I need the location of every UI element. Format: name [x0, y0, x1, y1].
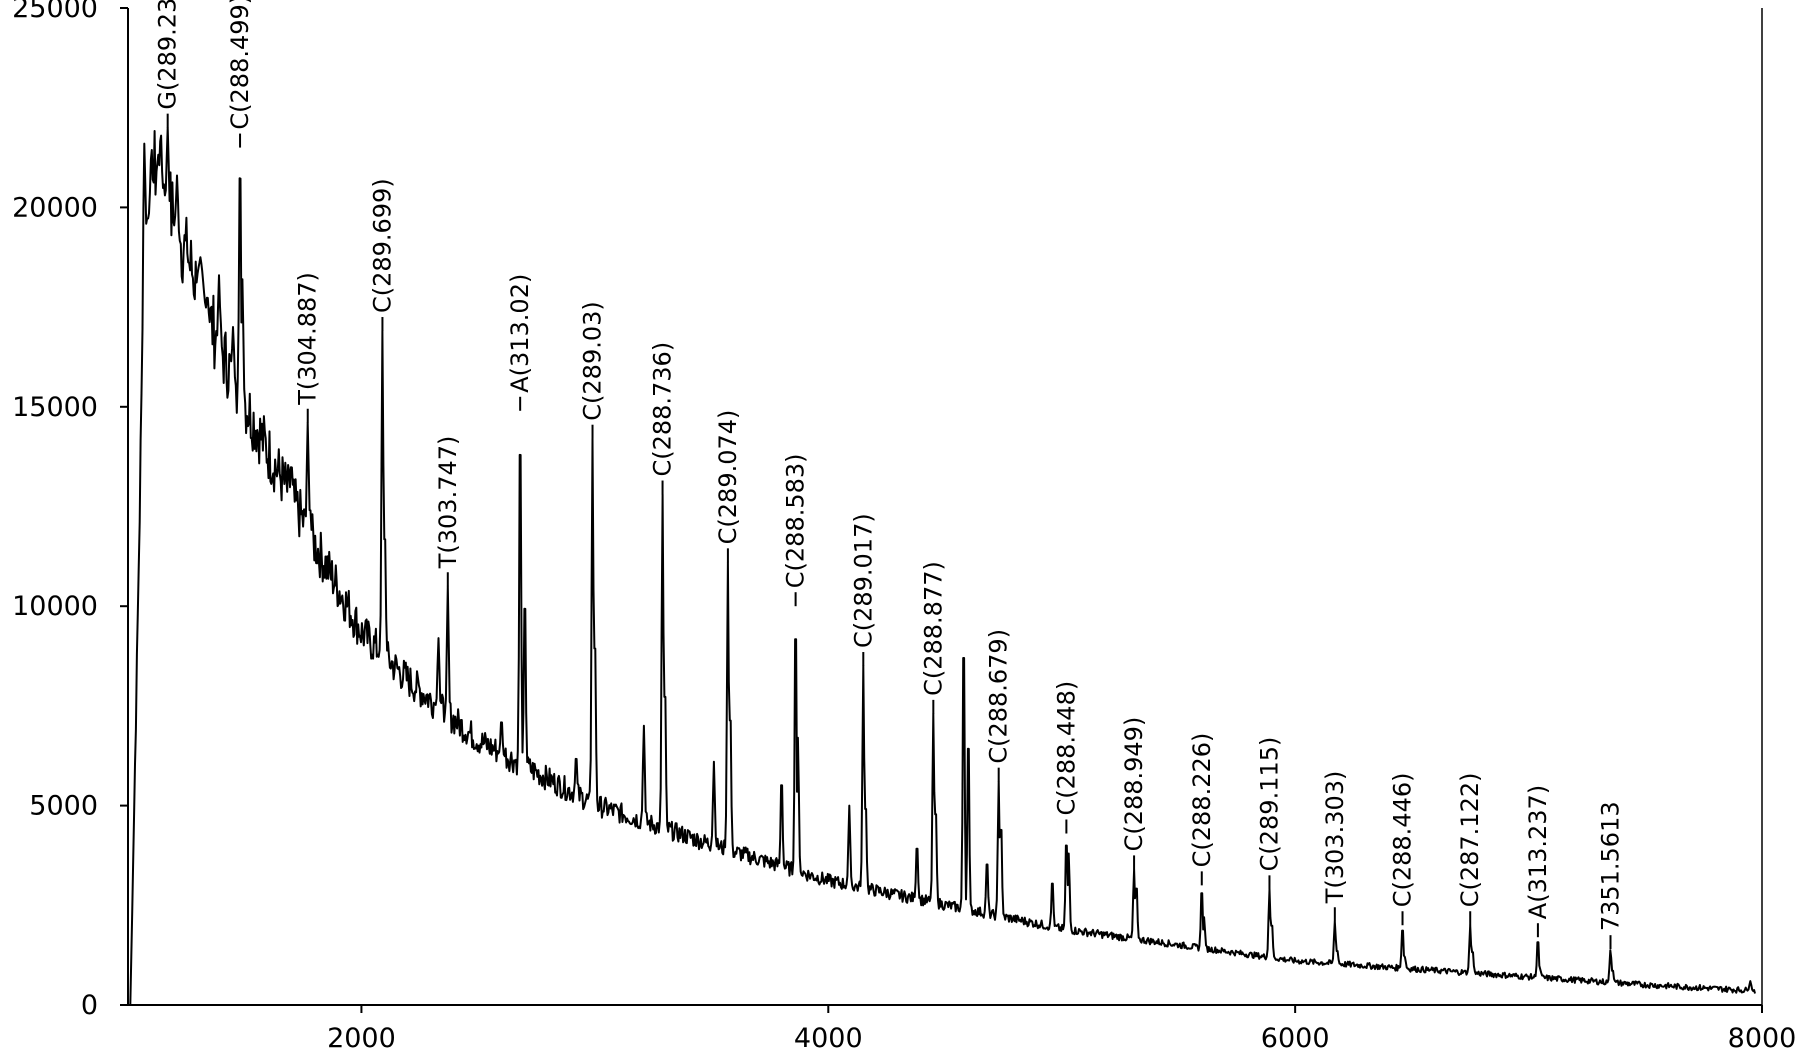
x-tick-label: 2000 — [327, 1023, 396, 1054]
peak-label: C(289.115) — [1255, 737, 1283, 872]
signal-line — [129, 126, 1756, 1005]
y-tick-label: 5000 — [29, 791, 98, 822]
x-tick-label: 4000 — [794, 1023, 863, 1054]
peak-label: C(289.03) — [579, 301, 607, 420]
x-tick-label: 6000 — [1261, 1023, 1330, 1054]
peak-label: C(288.446) — [1389, 773, 1417, 908]
peak-labels: G(289.236) C(288.499) T(304.887) C(289.699)… — [154, 0, 1625, 950]
peak-label: C(287.122) — [1456, 773, 1484, 908]
x-tick-label: 8000 — [1728, 1023, 1797, 1054]
peak-label: T(303.303) — [1321, 771, 1349, 905]
peak-label: C(289.017) — [849, 513, 877, 648]
y-tick-label: 10000 — [12, 591, 98, 622]
peak-label: C(288.448) — [1052, 681, 1080, 816]
y-tick-label: 15000 — [12, 392, 98, 423]
peak-label: A(313.02) — [506, 274, 534, 393]
peak-label: A(313.237) — [1524, 785, 1552, 919]
peak-label: G(289.236) — [154, 0, 182, 110]
peak-label: C(289.074) — [714, 410, 742, 545]
peak-label: 7351.5613 — [1597, 801, 1625, 931]
peak-label: C(288.949) — [1120, 717, 1148, 852]
y-tick-label: 25000 — [12, 0, 98, 24]
chart-axes: 0 5000 10000 15000 20000 25000 2000 4000 6000 800… — [12, 0, 1796, 1054]
y-tick-label: 20000 — [12, 192, 98, 223]
peak-label: C(288.226) — [1188, 733, 1216, 868]
peak-label: T(304.887) — [294, 272, 322, 406]
signal-trace — [129, 126, 1756, 1005]
peak-label: C(288.679) — [985, 629, 1013, 764]
peak-label: T(303.747) — [434, 436, 462, 570]
peak-label: C(288.499) — [226, 0, 254, 130]
peak-label: C(289.699) — [368, 178, 396, 313]
peak-label: C(288.583) — [782, 453, 810, 588]
peak-label: C(288.877) — [919, 561, 947, 696]
y-tick-label: 0 — [81, 990, 98, 1021]
peak-label: C(288.736) — [649, 342, 677, 477]
